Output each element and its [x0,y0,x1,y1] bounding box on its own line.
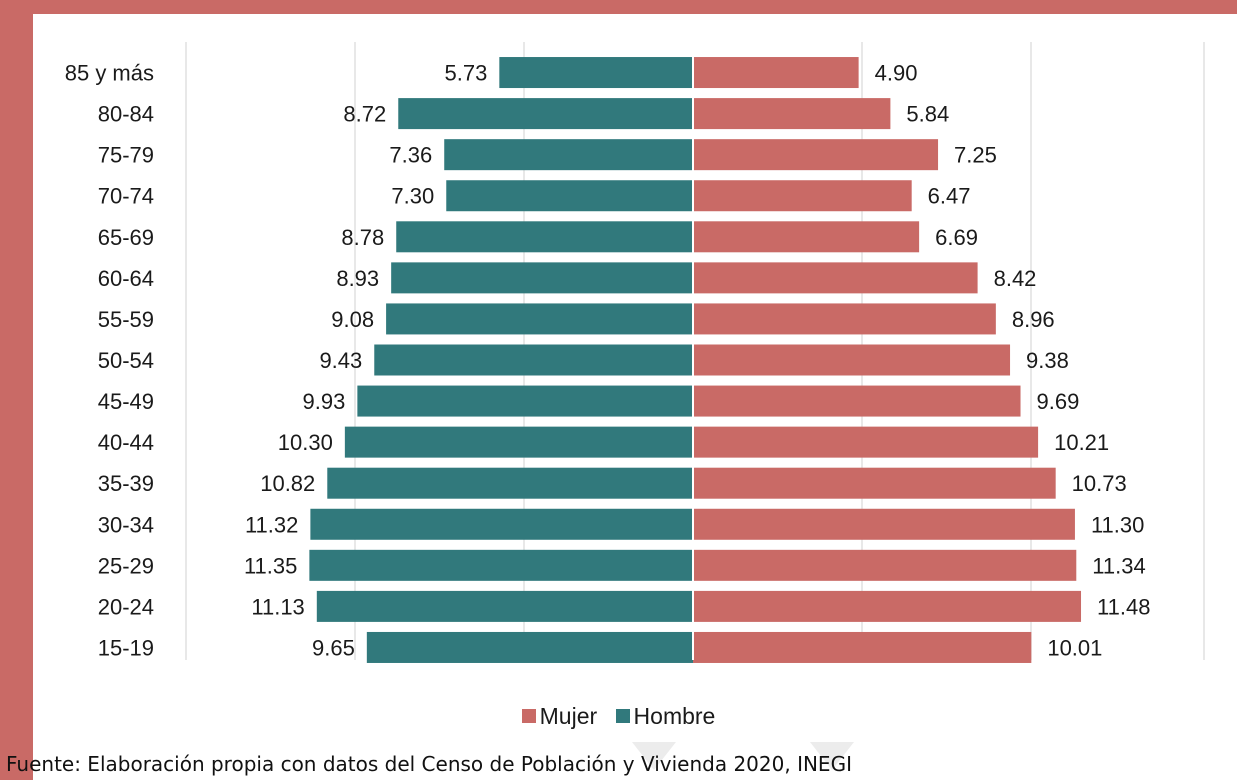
watermark-shape [810,742,854,770]
data-label-hombre: 5.73 [444,61,487,86]
data-label-mujer: 10.01 [1047,635,1102,660]
data-label-mujer: 9.69 [1037,389,1080,414]
data-label-hombre: 11.13 [251,594,304,619]
data-label-hombre: 8.93 [336,266,379,291]
data-label-mujer: 8.96 [1012,307,1055,332]
category-tick-label: 60-64 [98,266,154,291]
bar-mujer [693,426,1039,458]
bar-hombre [309,549,693,581]
chart-area: 85 y más 5.73 4.90 80-84 8.72 5.84 75-79 7.36 7.… [33,14,1237,736]
category-tick-label: 80-84 [98,102,154,127]
legend-label-hombre: Hombre [633,702,716,729]
header-band [0,0,1237,14]
data-label-hombre: 9.93 [303,389,346,414]
data-label-hombre: 9.65 [312,635,355,660]
bar-hombre [374,344,693,376]
data-label-mujer: 11.48 [1097,594,1150,619]
data-label-hombre: 10.30 [278,430,333,455]
data-label-mujer: 4.90 [875,61,918,86]
legend-swatch-mujer [521,709,536,723]
category-tick-label: 40-44 [98,430,154,455]
left-accent-band [0,0,33,780]
category-tick-label: 15-19 [98,635,154,660]
data-label-mujer: 9.38 [1026,348,1069,373]
bar-hombre [391,262,693,294]
data-label-hombre: 11.35 [244,553,297,578]
bar-mujer [693,139,939,171]
bar-mujer [693,385,1021,417]
bar-hombre [366,631,693,663]
bar-mujer [693,344,1011,376]
data-label-hombre: 11.32 [245,512,298,537]
bar-mujer [693,467,1056,499]
bar-hombre [398,98,693,130]
data-label-mujer: 11.30 [1091,512,1144,537]
data-label-hombre: 7.30 [391,184,434,209]
bar-mujer [693,631,1032,663]
category-tick-label: 85 y más [65,61,154,86]
category-tick-label: 55-59 [98,307,154,332]
category-tick-label: 50-54 [98,348,154,373]
legend-swatch-hombre [615,709,630,723]
bar-mujer [693,549,1077,581]
category-tick-label: 45-49 [98,389,154,414]
data-label-mujer: 10.21 [1054,430,1109,455]
data-label-hombre: 8.78 [341,225,384,250]
bar-hombre [344,426,693,458]
category-tick-label: 75-79 [98,143,154,168]
category-tick-label: 35-39 [98,471,154,496]
bar-mujer [693,98,891,130]
bar-hombre [316,590,693,622]
bar-mujer [693,262,978,294]
data-label-mujer: 10.73 [1072,471,1127,496]
bar-mujer [693,508,1075,540]
source-note: Fuente: Elaboración propia con datos del… [6,752,852,776]
data-label-mujer: 8.42 [994,266,1037,291]
category-tick-label: 25-29 [98,553,154,578]
legend-label-mujer: Mujer [539,702,598,729]
data-label-hombre: 9.43 [319,348,362,373]
data-label-mujer: 5.84 [906,102,949,127]
data-label-mujer: 6.69 [935,225,978,250]
data-label-mujer: 11.34 [1092,553,1145,578]
bar-hombre [310,508,693,540]
data-label-mujer: 7.25 [954,143,997,168]
bar-hombre [357,385,693,417]
watermark-shape [632,742,676,770]
category-tick-label: 30-34 [98,512,154,537]
population-pyramid-chart: 85 y más 5.73 4.90 80-84 8.72 5.84 75-79 7.36 7.… [65,42,1205,663]
category-tick-label: 65-69 [98,225,154,250]
data-label-hombre: 8.72 [343,102,386,127]
bar-mujer [693,303,996,335]
category-tick-label: 70-74 [98,184,154,209]
bar-hombre [444,139,693,171]
legend-item-mujer: Mujer [521,702,598,730]
bar-hombre [327,467,693,499]
chart-legend: Mujer Hombre [0,702,1237,730]
category-tick-label: 20-24 [98,594,154,619]
legend-item-hombre: Hombre [615,702,716,730]
bar-hombre [499,57,693,89]
bar-mujer [693,221,920,253]
data-label-mujer: 6.47 [928,184,971,209]
data-label-hombre: 10.82 [260,471,315,496]
data-label-hombre: 7.36 [389,143,432,168]
bar-mujer [693,57,859,89]
bar-hombre [446,180,693,212]
bar-hombre [386,303,693,335]
bar-hombre [396,221,693,253]
bar-mujer [693,590,1082,622]
bar-mujer [693,180,912,212]
data-label-hombre: 9.08 [331,307,374,332]
